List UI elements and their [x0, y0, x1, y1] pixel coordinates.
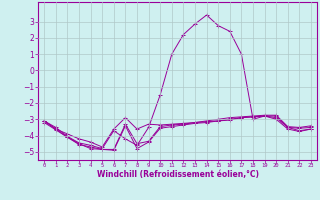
- X-axis label: Windchill (Refroidissement éolien,°C): Windchill (Refroidissement éolien,°C): [97, 170, 259, 179]
